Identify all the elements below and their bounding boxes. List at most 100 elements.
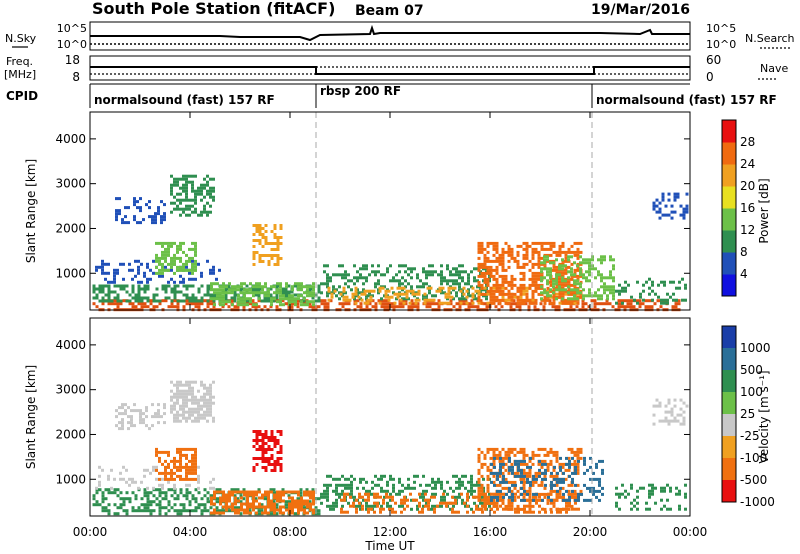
velocity-echo-cell <box>568 459 571 463</box>
power-echo-cell <box>489 295 493 299</box>
power-echo-cell <box>326 291 329 295</box>
power-echo-cell <box>509 305 513 309</box>
power-echo-cell <box>185 293 189 297</box>
power-echo-cell <box>366 301 370 305</box>
velocity-echo-cell <box>550 483 553 487</box>
velocity-echo-cell <box>510 450 514 454</box>
power-echo-cell <box>543 301 547 305</box>
power-echo-cell <box>647 299 651 303</box>
velocity-echo-cell <box>233 506 237 510</box>
power-echo-cell <box>133 197 136 201</box>
velocity-echo-cell <box>252 445 256 448</box>
velocity-echo-cell <box>535 477 538 481</box>
velocity-echo-cell <box>466 504 469 508</box>
velocity-echo-cell <box>543 492 547 496</box>
velocity-echo-cell <box>564 477 568 481</box>
power-echo-cell <box>486 277 490 281</box>
power-echo-cell <box>309 300 312 304</box>
velocity-echo-cell <box>237 490 240 494</box>
velocity-echo-cell <box>579 489 583 493</box>
velocity-echo-cell <box>234 502 237 506</box>
power-echo-cell <box>323 299 327 303</box>
velocity-colorbar-tick-label: 1000 <box>740 341 771 355</box>
power-echo-cell <box>185 192 188 196</box>
power-echo-cell <box>249 300 252 304</box>
power-echo-cell <box>151 218 154 222</box>
power-echo-cell <box>522 301 526 305</box>
power-echo-cell <box>638 302 642 306</box>
power-echo-cell <box>170 262 173 266</box>
velocity-echo-cell <box>133 424 136 428</box>
velocity-echo-cell <box>552 474 556 478</box>
velocity-echo-cell <box>499 465 502 469</box>
velocity-echo-cell <box>158 456 161 460</box>
power-echo-cell <box>393 292 397 296</box>
velocity-echo-cell <box>502 507 505 511</box>
power-echo-cell <box>558 292 562 296</box>
velocity-echo-cell <box>176 392 179 396</box>
power-echo-cell <box>438 301 442 305</box>
power-echo-cell <box>188 296 192 300</box>
power-echo-cell <box>615 289 618 293</box>
power-echo-cell <box>136 200 139 204</box>
nave-label: Nave <box>760 62 788 75</box>
velocity-echo-cell <box>538 504 541 508</box>
velocity-echo-cell <box>332 504 335 508</box>
velocity-echo-cell <box>191 497 195 501</box>
power-echo-cell <box>116 293 120 297</box>
power-echo-cell <box>624 289 627 293</box>
velocity-echo-cell <box>464 474 467 478</box>
power-echo-cell <box>119 284 123 288</box>
velocity-echo-cell <box>501 498 505 502</box>
power-echo-cell <box>476 305 480 309</box>
power-echo-cell <box>222 291 225 295</box>
velocity-echo-cell <box>107 512 111 516</box>
velocity-echo-cell <box>149 500 153 504</box>
velocity-echo-cell <box>505 492 508 496</box>
power-echo-cell <box>408 301 412 305</box>
power-echo-cell <box>543 288 546 292</box>
power-echo-cell <box>483 292 487 296</box>
nsky-label: N.Sky <box>5 32 37 45</box>
velocity-echo-cell <box>279 433 283 436</box>
velocity-echo-cell <box>185 491 189 495</box>
power-echo-cell <box>655 204 659 208</box>
velocity-echo-cell <box>203 386 206 390</box>
velocity-echo-cell <box>113 491 117 495</box>
velocity-echo-cell <box>293 512 297 516</box>
velocity-echo-cell <box>121 418 124 422</box>
velocity-echo-cell <box>264 436 268 439</box>
velocity-echo-cell <box>164 465 167 469</box>
power-echo-cell <box>170 183 173 187</box>
power-echo-cell <box>136 206 139 210</box>
power-echo-cell <box>252 303 255 307</box>
velocity-echo-cell <box>470 507 473 511</box>
velocity-echo-cell <box>163 403 166 407</box>
power-echo-cell <box>452 282 455 286</box>
velocity-echo-cell <box>267 460 271 463</box>
velocity-echo-cell <box>203 488 207 492</box>
velocity-echo-cell <box>418 510 421 514</box>
power-echo-cell <box>552 291 555 295</box>
velocity-echo-cell <box>255 430 259 433</box>
power-echo-cell <box>492 277 496 281</box>
power-echo-cell <box>179 177 182 181</box>
power-echo-cell <box>617 302 621 306</box>
power-echo-cell <box>534 271 538 275</box>
velocity-echo-cell <box>528 459 532 463</box>
velocity-echo-cell <box>574 471 577 475</box>
velocity-echo-cell <box>528 504 532 508</box>
power-echo-cell <box>467 276 470 280</box>
power-echo-cell <box>101 296 105 300</box>
velocity-echo-cell <box>188 416 191 420</box>
power-echo-cell <box>678 280 681 284</box>
power-echo-cell <box>581 302 585 306</box>
power-echo-cell <box>588 288 591 292</box>
power-echo-cell <box>681 277 684 281</box>
velocity-echo-cell <box>488 492 491 496</box>
velocity-echo-cell <box>571 477 574 481</box>
power-echo-cell <box>458 273 461 277</box>
power-echo-cell <box>270 257 274 260</box>
velocity-echo-cell <box>344 477 347 481</box>
power-echo-cell <box>308 305 312 309</box>
